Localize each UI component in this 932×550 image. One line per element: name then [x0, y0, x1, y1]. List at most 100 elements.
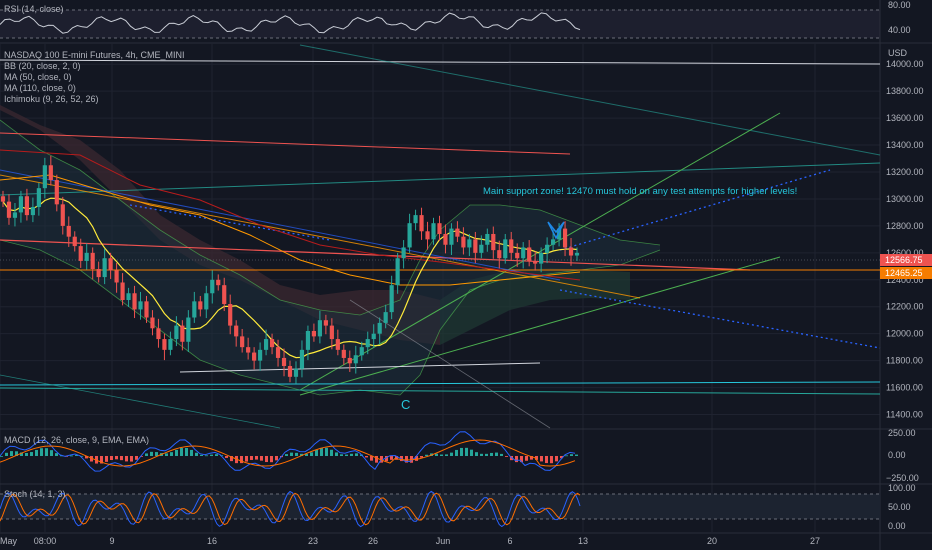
time-tick-label: 6 — [507, 536, 512, 546]
price-tick-label: 11400.00 — [886, 410, 923, 420]
candle-body — [281, 357, 287, 367]
candle-body — [317, 320, 322, 337]
candle-body — [401, 247, 406, 259]
candle-body — [216, 279, 221, 286]
candle-body — [162, 339, 167, 350]
price-tick-label: 13200.00 — [886, 167, 924, 177]
macd-bar — [145, 453, 148, 456]
candle-body — [78, 246, 83, 261]
macd-bar — [575, 454, 578, 456]
macd-legend[interactable]: MACD (12, 26, close, 9, EMA, EMA) — [4, 435, 149, 446]
candle-body — [102, 258, 107, 278]
macd-bar — [80, 455, 83, 457]
macd-bar — [345, 454, 348, 456]
candle-body — [6, 201, 12, 218]
macd-bar — [15, 451, 18, 456]
macd-bar — [115, 456, 118, 460]
stoch-legend[interactable]: Stoch (14, 1, 3) — [4, 489, 66, 500]
macd-bar — [465, 447, 468, 456]
macd-bar — [155, 452, 158, 456]
candle-body — [455, 228, 460, 237]
stoch-tick-0: 0.00 — [888, 521, 906, 531]
price-tick-label: 11600.00 — [886, 383, 923, 393]
macd-bar — [550, 456, 553, 464]
macd-bar — [105, 456, 108, 462]
macd-bar — [415, 456, 418, 461]
macd-bar — [120, 456, 123, 461]
macd-bar — [350, 453, 353, 456]
macd-bar — [530, 456, 533, 460]
candle-body — [269, 339, 275, 348]
macd-bar — [240, 456, 243, 464]
macd-bar — [475, 452, 478, 456]
candle-body — [491, 233, 496, 251]
ma50-legend: MA (50, close, 0) — [4, 72, 72, 82]
candle-body — [437, 223, 442, 234]
macd-bar — [170, 452, 173, 456]
macd-bar — [455, 449, 458, 456]
rsi-tick-40: 40.00 — [888, 25, 911, 35]
horizontal-support-low — [0, 381, 881, 386]
price-tick-label: 13000.00 — [886, 194, 924, 204]
macd-bar — [335, 452, 338, 456]
candle-body — [515, 252, 520, 259]
macd-tick-0: 0.00 — [888, 450, 906, 460]
time-tick-label: 9 — [109, 536, 114, 546]
macd-bar — [380, 456, 383, 463]
channel-upper — [299, 112, 781, 391]
macd-bar — [385, 456, 388, 462]
candle-body — [497, 250, 502, 259]
candle-body — [144, 301, 149, 318]
last-price-text: 12566.75 — [885, 255, 923, 265]
wave-c-label: C — [401, 397, 410, 412]
macd-bar — [225, 456, 228, 458]
macd-bar — [555, 456, 558, 462]
ichimoku-legend: Ichimoku (9, 26, 52, 26) — [4, 94, 99, 104]
candle-body — [90, 252, 95, 270]
rsi-legend-label: RSI (14, close) — [4, 4, 64, 14]
macd-bar — [480, 453, 483, 456]
support-annotation: Main support zone! 12470 must hold on an… — [483, 186, 797, 197]
candle-body — [419, 215, 424, 232]
price-tick-label: 14000.00 — [886, 59, 924, 69]
candle-body — [305, 330, 311, 350]
price-tick-label: 13800.00 — [886, 86, 924, 96]
macd-bar — [185, 447, 188, 456]
time-tick-label: 27 — [810, 536, 820, 546]
rsi-legend[interactable]: RSI (14, close) — [4, 4, 64, 15]
candle-body — [527, 247, 532, 261]
candle-body — [299, 349, 305, 369]
candle-body — [192, 301, 197, 318]
candle-body — [18, 196, 24, 213]
candle-body — [425, 231, 430, 240]
time-tick-label: 26 — [368, 536, 378, 546]
price-axis[interactable]: 14000.00 13800.00 13600.00 13400.00 13200.00… — [886, 59, 924, 419]
candle-body — [156, 328, 161, 340]
candle-body — [108, 258, 113, 271]
main-legend[interactable]: NASDAQ 100 E-mini Futures, 4h, CME_MINI … — [4, 50, 185, 105]
candle-body — [562, 228, 568, 248]
macd-bar — [165, 453, 168, 456]
macd-bar — [55, 453, 58, 456]
candle-body — [96, 269, 101, 278]
candle-body — [556, 228, 562, 240]
macd-bar — [390, 456, 393, 460]
stoch-tick-100: 100.00 — [888, 483, 916, 493]
candle-body — [365, 339, 370, 348]
falling-trendline — [299, 44, 881, 156]
price-tick-label: 12200.00 — [886, 302, 924, 312]
price-tick-label: 12600.00 — [886, 248, 924, 258]
macd-bar — [75, 455, 78, 456]
price-tick-label: 12800.00 — [886, 221, 924, 231]
stoch-k-line — [0, 490, 581, 528]
candle-body — [574, 252, 580, 256]
projection-up — [559, 169, 831, 251]
candle-body — [36, 188, 41, 208]
macd-line — [0, 431, 576, 472]
macd-bar — [320, 447, 323, 456]
candle-body — [240, 336, 245, 348]
candle-body — [228, 304, 233, 326]
time-axis[interactable]: May 08:00 9 16 23 26 Jun 6 13 20 27 — [0, 536, 820, 546]
stoch-d-line — [0, 492, 581, 526]
